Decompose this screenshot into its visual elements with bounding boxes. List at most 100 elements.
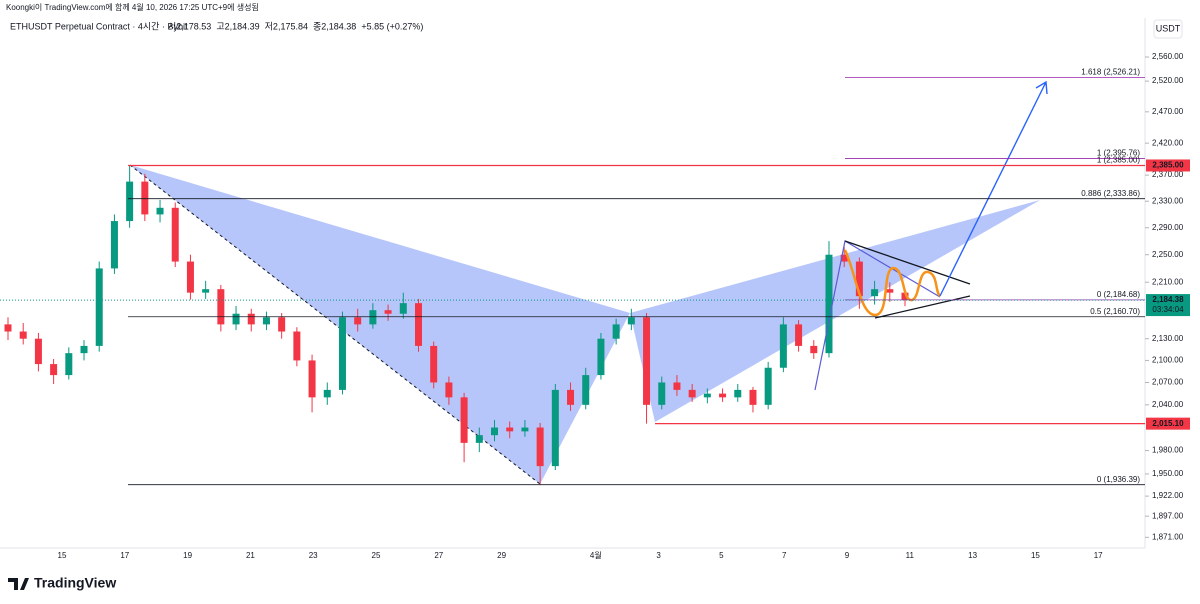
x-tick-label: 19	[183, 551, 192, 560]
candle-body	[65, 353, 73, 376]
y-tick-label: 2,210.00	[1152, 277, 1184, 286]
x-tick-label: 13	[968, 551, 977, 560]
logo-icon	[8, 578, 29, 590]
candle-body	[886, 289, 894, 293]
candle-body	[369, 310, 377, 325]
candle-body	[399, 303, 407, 314]
pattern-dash	[129, 164, 541, 485]
ohlc-legend: 시2,178.53 고2,184.39 저2,175.84 종2,184.38 +5.8…	[168, 21, 423, 31]
x-tick-label: 17	[1094, 551, 1103, 560]
candle-body	[749, 389, 757, 405]
ohlc-value: 시2,178.53	[168, 21, 211, 31]
last-price-label: 2,184.38	[1152, 295, 1184, 304]
candle-body	[779, 324, 787, 368]
x-tick-label: 3	[656, 551, 661, 560]
candle-body	[80, 345, 88, 354]
candle-body	[141, 181, 149, 215]
candle-body	[855, 261, 863, 297]
y-tick-label: 2,130.00	[1152, 334, 1184, 343]
candle-body	[338, 317, 346, 390]
candle-body	[764, 367, 772, 405]
candle-body	[171, 207, 179, 262]
y-tick-label: 1,897.00	[1152, 511, 1184, 520]
fib-label: 0.886 (2,333.86)	[1081, 189, 1140, 198]
ohlc-value: 저2,175.84	[265, 21, 308, 31]
fib-label: 1 (2,395.76)	[1097, 149, 1140, 158]
candle-body	[643, 317, 651, 405]
x-tick-label: 9	[845, 551, 850, 560]
candle-body	[19, 331, 27, 339]
pattern-bcd	[630, 200, 1040, 422]
y-tick-label: 2,040.00	[1152, 400, 1184, 409]
candles	[4, 165, 909, 485]
candle-body	[734, 389, 742, 398]
y-tick-label: 1,922.00	[1152, 491, 1184, 500]
candle-body	[262, 317, 270, 325]
projected-wave	[843, 249, 941, 317]
price-tag-label: 2,385.00	[1152, 161, 1184, 170]
y-tick-label: 2,330.00	[1152, 196, 1184, 205]
y-tick-label: 2,100.00	[1152, 356, 1184, 365]
candle-body	[506, 427, 514, 432]
candle-body	[491, 427, 499, 436]
x-tick-label: 25	[372, 551, 381, 560]
fib-label: 1 (2,385.00)	[1097, 156, 1140, 165]
candle-body	[703, 393, 711, 398]
y-tick-label: 1,871.00	[1152, 532, 1184, 541]
price-tag	[1146, 417, 1190, 430]
candle-body	[627, 317, 635, 325]
fib-label: 0 (1,936.39)	[1097, 475, 1140, 484]
price-tag	[1146, 159, 1190, 172]
ohlc-value: 종2,184.38	[313, 21, 356, 31]
candle-body	[126, 181, 134, 222]
candle-body	[460, 397, 468, 443]
arrow-head	[1035, 80, 1048, 95]
fib-label: 1.618 (2,526.21)	[1081, 67, 1140, 76]
candle-body	[840, 254, 848, 262]
x-tick-label: 17	[120, 551, 129, 560]
ohlc-value: +5.85 (+0.27%)	[361, 21, 423, 31]
candle-body	[34, 338, 42, 365]
x-tick-label: 4월	[590, 550, 602, 560]
candle-body	[110, 221, 118, 269]
candle-body	[217, 289, 225, 325]
x-tick-label: 27	[434, 551, 443, 560]
symbol: ETHUSDT Perpetual Contract · 4시간 · Bybit	[10, 21, 188, 31]
y-tick-label: 2,560.00	[1152, 52, 1184, 61]
candle-body	[597, 338, 605, 376]
candle-body	[567, 389, 575, 405]
currency: USDT	[1156, 23, 1181, 33]
countdown: 03:34:04	[1152, 305, 1184, 314]
candle-body	[308, 360, 316, 398]
candle-body	[551, 389, 559, 467]
candle-body	[521, 427, 529, 432]
candle-body	[810, 345, 818, 354]
x-tick-label: 5	[719, 551, 724, 560]
logo: TradingView	[8, 575, 116, 591]
candle-body	[475, 435, 483, 443]
y-tick-label: 2,250.00	[1152, 250, 1184, 259]
candle-body	[4, 324, 12, 332]
candle-body	[719, 393, 727, 398]
y-tick-label: 2,290.00	[1152, 223, 1184, 232]
candle-body	[354, 317, 362, 325]
candle-body	[293, 331, 301, 361]
candle-body	[278, 317, 286, 332]
price-tag-label: 2,015.10	[1152, 419, 1184, 428]
candle-body	[871, 289, 879, 297]
last-price-tag	[1146, 294, 1190, 317]
x-tick-label: 15	[58, 551, 67, 560]
y-tick-label: 2,470.00	[1152, 107, 1184, 116]
fib-label: 0.5 (2,160.70)	[1090, 307, 1140, 316]
candle-body	[612, 324, 620, 339]
y-tick-label: 2,070.00	[1152, 378, 1184, 387]
x-tick-label: 29	[497, 551, 506, 560]
candle-body	[901, 292, 909, 301]
x-tick-label: 23	[309, 551, 318, 560]
target-arrow	[939, 81, 1047, 297]
candle-body	[795, 324, 803, 346]
candle-body	[156, 207, 164, 215]
candle-body	[247, 313, 255, 325]
candle-body	[445, 382, 453, 398]
